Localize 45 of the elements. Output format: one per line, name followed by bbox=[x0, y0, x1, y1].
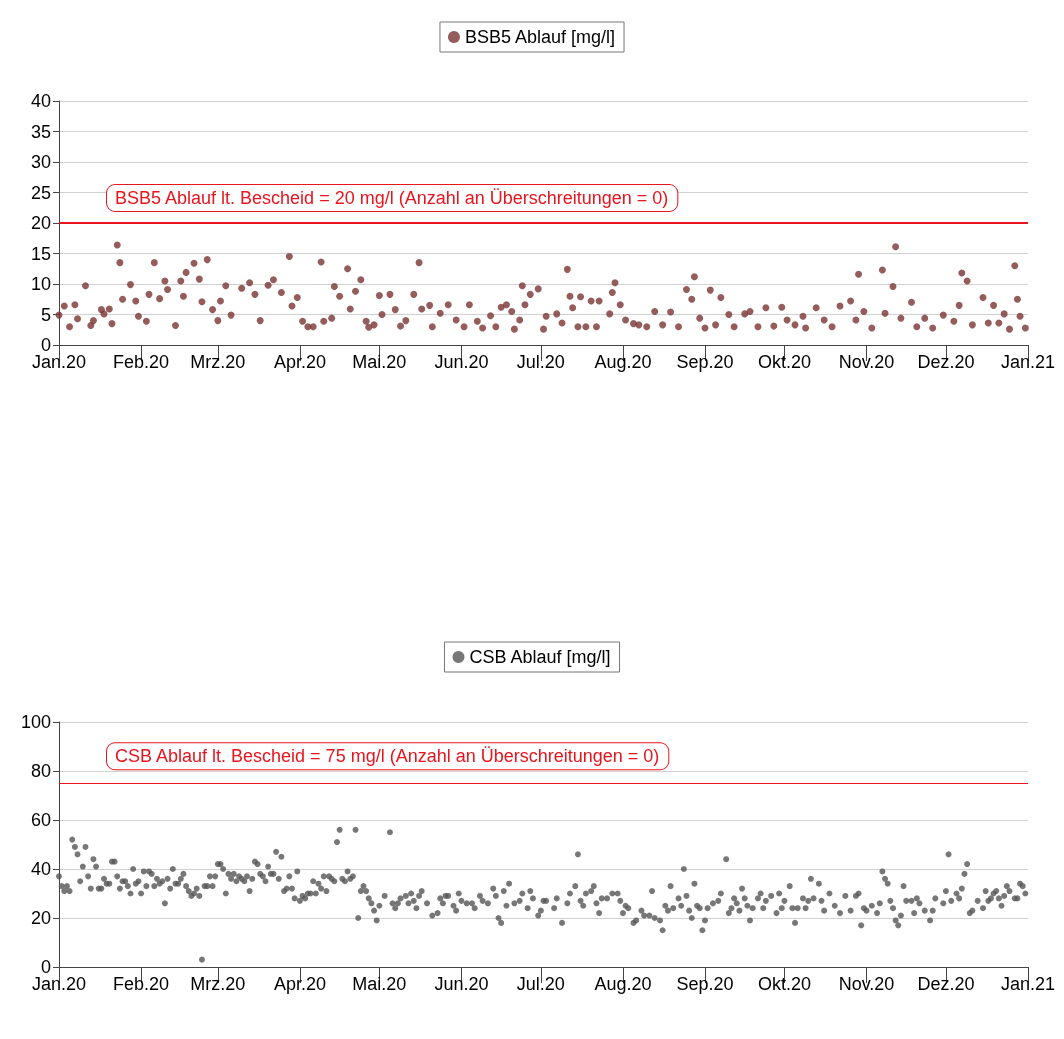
x-tick-label: Jun.20 bbox=[434, 974, 489, 994]
y-tick-label: 0 bbox=[40, 335, 51, 355]
y-tick-label: 60 bbox=[30, 810, 51, 830]
y-tick-label: 20 bbox=[30, 213, 51, 233]
x-tick-label: Apr.20 bbox=[273, 974, 326, 994]
x-tick-label: Feb.20 bbox=[113, 352, 170, 372]
x-tick-label: Sep.20 bbox=[676, 974, 734, 994]
y-tick-label: 20 bbox=[30, 908, 51, 928]
legend-label: BSB5 Ablauf [mg/l] bbox=[464, 27, 616, 47]
x-tick-label: Mrz.20 bbox=[190, 974, 246, 994]
y-tick-label: 25 bbox=[30, 182, 51, 203]
ref-line-label: CSB Ablauf lt. Bescheid = 75 mg/l (Anzahl an Überschreitungen = 0) bbox=[115, 746, 660, 767]
y-tick-label: 30 bbox=[30, 152, 51, 172]
x-tick-label: Jul.20 bbox=[516, 352, 565, 372]
y-tick-label: 10 bbox=[30, 274, 51, 294]
x-tick-label: Okt.20 bbox=[757, 974, 811, 994]
x-tick-label: Jun.20 bbox=[434, 352, 489, 372]
x-tick-label: Nov.20 bbox=[838, 352, 895, 372]
x-tick-label: Mai.20 bbox=[352, 974, 407, 994]
x-tick-label: Apr.20 bbox=[273, 352, 326, 372]
x-tick-label: Jul.20 bbox=[516, 974, 565, 994]
x-tick-label: Jan.21 bbox=[1000, 352, 1056, 372]
y-tick-label: 40 bbox=[30, 859, 51, 879]
x-tick-label: Nov.20 bbox=[838, 974, 895, 994]
x-tick-label: Mai.20 bbox=[352, 352, 407, 372]
y-tick-label: 5 bbox=[40, 304, 51, 325]
x-tick-label: Mrz.20 bbox=[190, 352, 246, 372]
x-tick-label: Dez.20 bbox=[917, 974, 975, 994]
x-tick-label: Jan.21 bbox=[1000, 974, 1056, 994]
y-tick-label: 0 bbox=[40, 957, 51, 977]
x-tick-label: Feb.20 bbox=[113, 974, 170, 994]
x-tick-label: Jan.20 bbox=[31, 974, 87, 994]
legend-label: CSB Ablauf [mg/l] bbox=[469, 647, 611, 667]
x-tick-label: Dez.20 bbox=[917, 352, 975, 372]
x-tick-label: Sep.20 bbox=[676, 352, 734, 372]
y-tick-label: 15 bbox=[30, 243, 51, 264]
x-tick-label: Aug.20 bbox=[594, 352, 652, 372]
y-tick-label: 80 bbox=[30, 761, 51, 781]
ref-line-label: BSB5 Ablauf lt. Bescheid = 20 mg/l (Anzahl an Überschreitungen = 0) bbox=[115, 188, 669, 208]
x-tick-label: Jan.20 bbox=[31, 352, 87, 372]
y-tick-label: 40 bbox=[30, 91, 51, 111]
y-tick-label: 35 bbox=[30, 121, 51, 142]
y-tick-label: 100 bbox=[20, 712, 51, 732]
x-tick-label: Aug.20 bbox=[594, 974, 652, 994]
x-tick-label: Okt.20 bbox=[757, 352, 811, 372]
